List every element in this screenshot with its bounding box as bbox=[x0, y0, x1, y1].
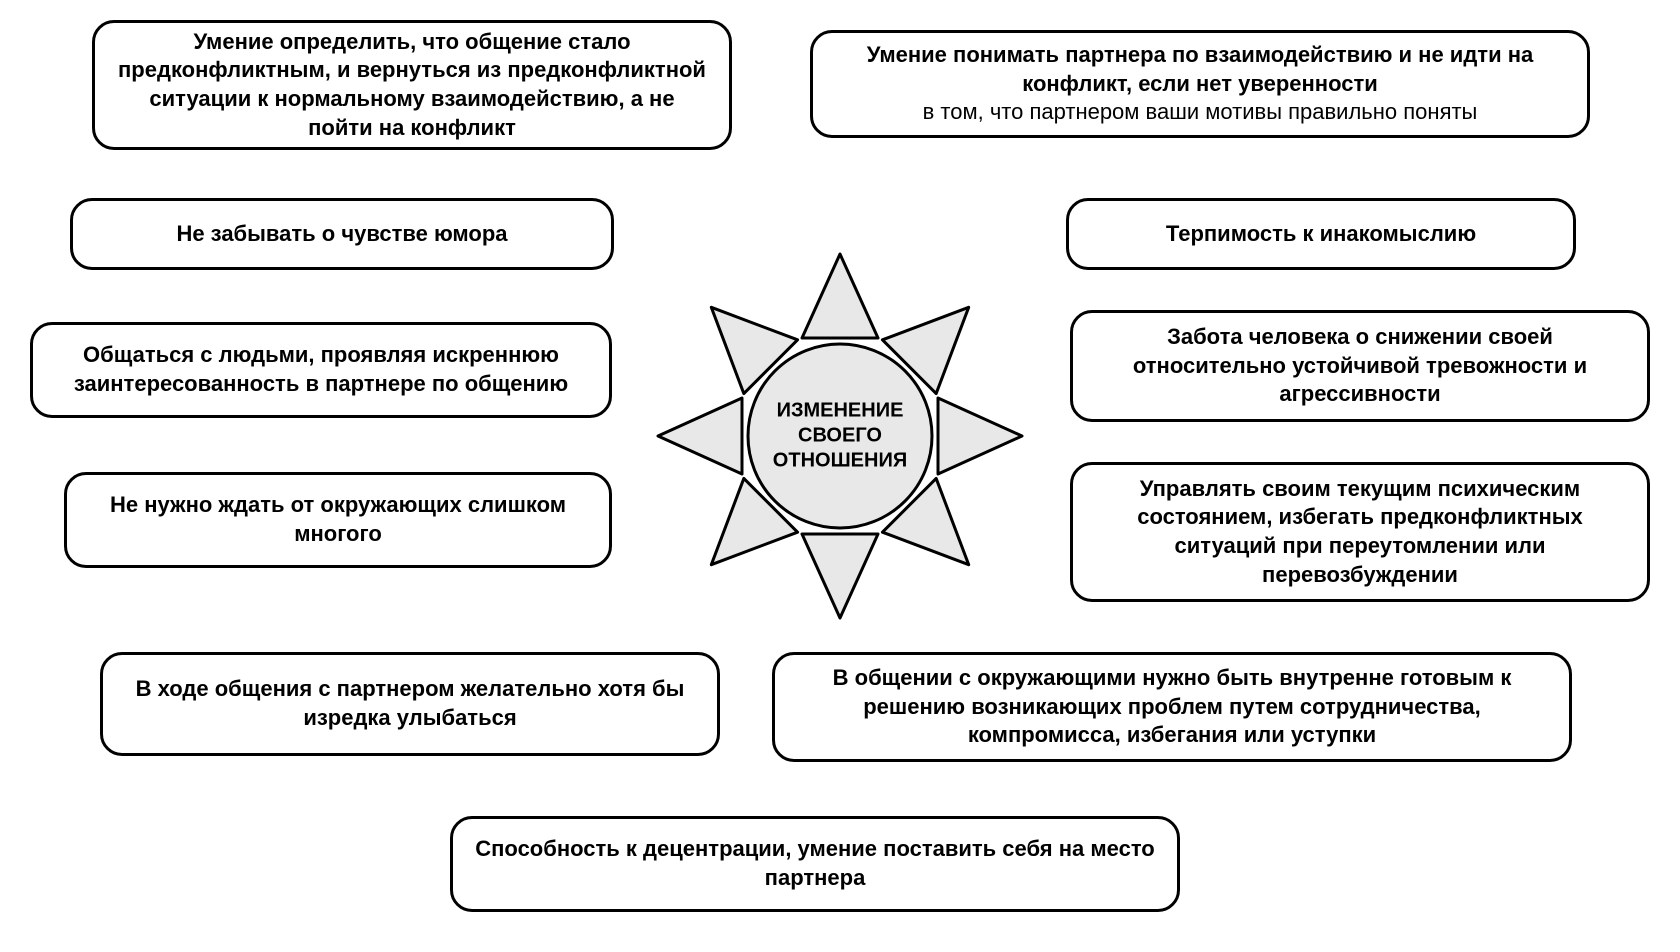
box-right-3: Забота человека о снижении своей относит… bbox=[1070, 310, 1650, 422]
box-text: Общаться с людьми, проявляя искреннюю за… bbox=[53, 341, 589, 398]
box-left-1: Умение определить, что общение стало пре… bbox=[92, 20, 732, 150]
center-label: ИЗМЕНЕНИЕ СВОЕГО ОТНОШЕНИЯ bbox=[765, 399, 915, 474]
box-left-4: Не нужно ждать от окружающих слишком мно… bbox=[64, 472, 612, 568]
bold-part: Умение понимать партнера по взаимодейств… bbox=[867, 42, 1533, 96]
box-right-1: Умение понимать партнера по взаимодейств… bbox=[810, 30, 1590, 138]
box-right-5: В общении с окружающими нужно быть внутр… bbox=[772, 652, 1572, 762]
box-right-2: Терпимость к инакомыслию bbox=[1066, 198, 1576, 270]
box-bottom: Способность к децентрации, умение постав… bbox=[450, 816, 1180, 912]
box-text: Управлять своим текущим психическим сост… bbox=[1093, 475, 1627, 589]
box-left-5: В ходе общения с партнером желательно хо… bbox=[100, 652, 720, 756]
box-text: В общении с окружающими нужно быть внутр… bbox=[795, 664, 1549, 750]
box-right-4: Управлять своим текущим психическим сост… bbox=[1070, 462, 1650, 602]
box-text: Терпимость к инакомыслию bbox=[1166, 220, 1476, 249]
box-text: Умение определить, что общение стало пре… bbox=[115, 28, 709, 142]
box-text: Способность к децентрации, умение постав… bbox=[473, 835, 1157, 892]
box-text: Умение понимать партнера по взаимодейств… bbox=[833, 41, 1567, 127]
box-left-3: Общаться с людьми, проявляя искреннюю за… bbox=[30, 322, 612, 418]
box-text: В ходе общения с партнером желательно хо… bbox=[123, 675, 697, 732]
center-sun: ИЗМЕНЕНИЕ СВОЕГО ОТНОШЕНИЯ bbox=[650, 246, 1030, 626]
box-text: Не забывать о чувстве юмора bbox=[176, 220, 507, 249]
normal-part: в том, что партнером ваши мотивы правиль… bbox=[923, 99, 1478, 124]
box-text: Забота человека о снижении своей относит… bbox=[1093, 323, 1627, 409]
box-text: Не нужно ждать от окружающих слишком мно… bbox=[87, 491, 589, 548]
box-left-2: Не забывать о чувстве юмора bbox=[70, 198, 614, 270]
